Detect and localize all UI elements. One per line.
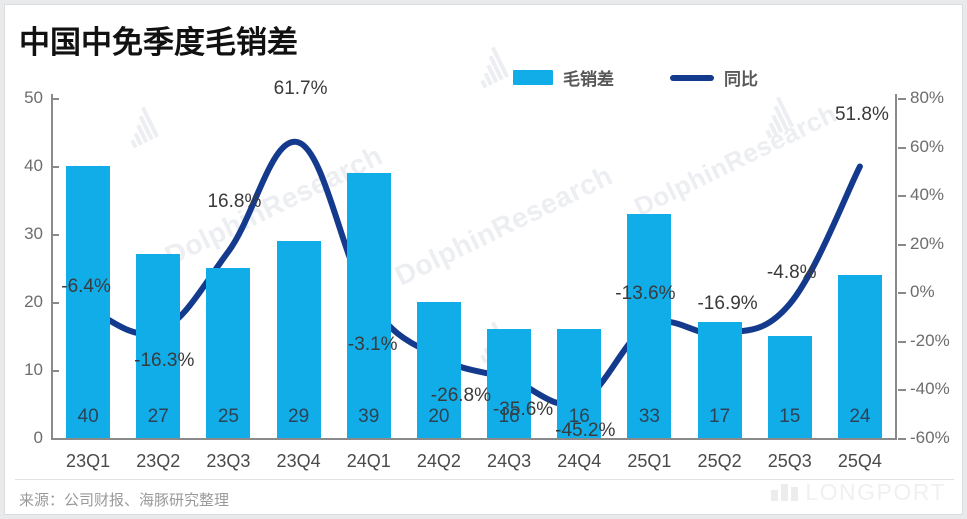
y-axis-right-tick: 0% xyxy=(910,282,935,302)
yoy-data-label: 61.7% xyxy=(273,78,328,100)
x-axis-line xyxy=(51,438,897,440)
y-axis-right-line xyxy=(895,94,897,439)
y-axis-right-tickmark xyxy=(898,243,906,246)
page-title: 中国中免季度毛销差 xyxy=(19,25,298,60)
y-axis-right-tick: -60% xyxy=(910,428,950,447)
y-axis-left-tick: 50 xyxy=(24,88,43,107)
y-axis-left-tickmark xyxy=(51,302,59,304)
bar-value-label: 33 xyxy=(638,406,660,427)
legend-item-bar[interactable]: 毛销差 xyxy=(513,65,614,90)
y-axis-right-tick: -40% xyxy=(910,379,950,399)
yoy-data-label: -16.9% xyxy=(697,293,758,315)
y-axis-right-tick: 80% xyxy=(910,88,945,107)
bar-value-label: 17 xyxy=(709,406,731,427)
x-axis-label-24Q4: 24Q4 xyxy=(557,451,602,471)
bar-value-label: 27 xyxy=(147,406,169,427)
brand-name: LONGPORT xyxy=(805,479,946,505)
bar-value-label: 20 xyxy=(428,406,450,427)
x-axis-label-25Q3: 25Q3 xyxy=(767,451,812,471)
y-axis-left-tick: 40 xyxy=(24,156,43,175)
bar-value-label: 40 xyxy=(77,406,99,427)
y-axis-right-tickmark xyxy=(898,340,906,343)
bar-value-label: 39 xyxy=(358,406,380,427)
yoy-data-label: -4.8% xyxy=(766,261,817,283)
bar-24Q2[interactable] xyxy=(416,302,461,438)
y-axis-right-tick: 60% xyxy=(910,136,945,156)
footer-divider xyxy=(15,479,954,480)
yoy-data-label: -45.2% xyxy=(555,420,616,442)
y-axis-left-tickmark xyxy=(51,370,59,372)
yoy-data-label: -13.6% xyxy=(615,283,676,305)
y-axis-right: -60% -40% -20% 0% 20% 40% 60% 80% xyxy=(898,88,950,447)
y-axis-right-tickmark xyxy=(898,292,906,295)
x-axis-label-23Q2: 23Q2 xyxy=(136,451,181,471)
y-axis-left-tickmark xyxy=(51,234,59,236)
longport-mark-icon xyxy=(771,484,799,501)
x-axis-label-23Q4: 23Q4 xyxy=(276,451,321,471)
yoy-data-label: -26.8% xyxy=(430,385,492,407)
bar-24Q3[interactable] xyxy=(487,329,532,438)
y-axis-left-tickmark xyxy=(51,166,59,168)
y-axis-right-tick: 20% xyxy=(910,233,945,253)
y-axis-left-line xyxy=(51,94,53,439)
x-axis-label-24Q3: 24Q3 xyxy=(487,451,532,471)
bar-23Q2[interactable] xyxy=(136,254,181,438)
y-axis-left-tick: 20 xyxy=(24,292,43,311)
x-axis-label-24Q2: 24Q2 xyxy=(416,451,461,471)
y-axis-left-tickmark xyxy=(51,438,59,440)
legend-line-label: 同比 xyxy=(724,70,758,89)
bar-25Q4[interactable] xyxy=(837,274,882,438)
x-axis-label-25Q2: 25Q2 xyxy=(697,451,742,471)
bar-value-label: 29 xyxy=(288,406,310,427)
x-axis-label-25Q4: 25Q4 xyxy=(837,451,882,471)
source-note: 来源：公司财报、海豚研究整理 xyxy=(19,492,230,509)
legend-bar-swatch-icon xyxy=(513,70,553,85)
y-axis-right-tickmark xyxy=(898,146,906,149)
y-axis-left-tick: 0 xyxy=(33,428,43,447)
bar-value-label: 15 xyxy=(779,406,801,427)
y-axis-right-tickmark xyxy=(898,438,906,440)
y-axis-left: 0 10 20 30 40 50 xyxy=(5,88,59,447)
bar-24Q1[interactable] xyxy=(346,172,391,438)
bar-23Q1[interactable] xyxy=(66,166,111,438)
yoy-data-label: -16.3% xyxy=(134,349,195,371)
legend-item-line[interactable]: 同比 xyxy=(670,65,758,90)
bar-25Q2[interactable] xyxy=(697,322,742,438)
y-axis-right-tickmark xyxy=(898,98,906,100)
y-axis-right-tick: 40% xyxy=(910,185,945,205)
bar-value-label: 16 xyxy=(568,406,590,427)
yoy-data-label: 51.8% xyxy=(834,104,889,126)
legend: 毛销差 同比 xyxy=(513,65,758,90)
y-axis-right-tickmark xyxy=(898,195,906,198)
bar-23Q4[interactable] xyxy=(276,240,321,438)
bar-25Q3[interactable] xyxy=(767,336,812,438)
legend-line-swatch-icon xyxy=(670,74,714,81)
bar-23Q3[interactable] xyxy=(206,268,251,438)
bar-series: 40 27 25 29 39 20 16 16 33 17 15 24 xyxy=(5,5,962,514)
brand-watermark: LONGPORT xyxy=(771,479,946,506)
y-axis-left-tick: 10 xyxy=(24,360,43,379)
y-axis-left-tick: 30 xyxy=(24,224,43,243)
bar-value-label: 24 xyxy=(849,406,871,427)
yoy-data-label: 16.8% xyxy=(207,191,262,213)
plot-area: 0 10 20 30 40 50 -60% -40% -20% 0% 20% 40% 60% 80% 4… xyxy=(5,5,962,514)
bar-24Q4[interactable] xyxy=(557,329,602,438)
bar-value-label: 16 xyxy=(498,406,520,427)
yoy-data-label: -6.4% xyxy=(61,275,111,297)
chart-card: DolphinResearch DolphinResearch DolphinR… xyxy=(4,4,963,515)
bar-25Q1[interactable] xyxy=(627,213,672,438)
x-axis-label-24Q1: 24Q1 xyxy=(346,451,391,471)
x-axis-label-23Q1: 23Q1 xyxy=(66,451,111,471)
bar-value-label: 25 xyxy=(217,406,239,427)
yoy-data-label: -35.6% xyxy=(492,398,554,420)
y-axis-left-tickmark xyxy=(51,98,59,100)
legend-bar-label: 毛销差 xyxy=(563,70,614,89)
y-axis-right-tick: -20% xyxy=(910,330,950,350)
y-axis-right-tickmark xyxy=(898,389,906,392)
yoy-data-label: -3.1% xyxy=(347,333,398,355)
x-axis-label-23Q3: 23Q3 xyxy=(206,451,251,471)
x-axis-label-25Q1: 25Q1 xyxy=(627,451,672,471)
